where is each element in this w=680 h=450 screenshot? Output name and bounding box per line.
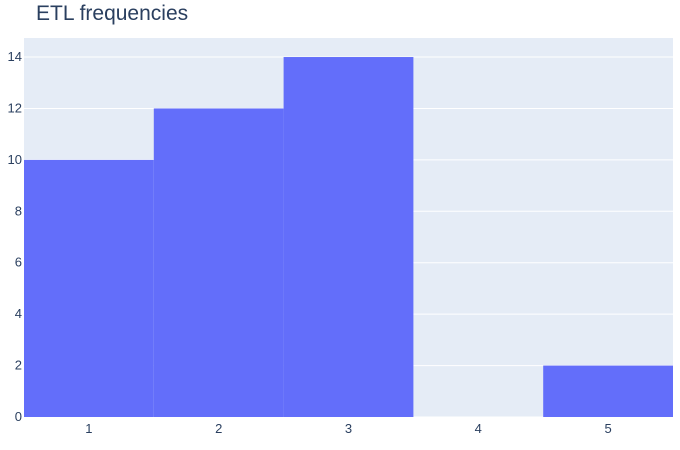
- x-tick-label: 2: [215, 421, 222, 436]
- y-tick-label: 12: [8, 100, 22, 115]
- x-tick-label: 4: [475, 421, 482, 436]
- y-tick-label: 2: [15, 358, 22, 373]
- bar-1: [24, 159, 154, 417]
- chart-title: ETL frequencies: [36, 2, 189, 25]
- bar-3: [283, 57, 414, 418]
- x-tick-label: 5: [604, 421, 611, 436]
- y-tick-label: 0: [15, 409, 22, 424]
- y-axis-ticks: 0 2 4 6 8 10 12 14: [8, 49, 22, 424]
- x-tick-label: 1: [85, 421, 92, 436]
- y-tick-label: 14: [8, 49, 22, 64]
- y-tick-label: 6: [15, 255, 22, 270]
- bar-2: [153, 108, 284, 417]
- x-tick-label: 3: [345, 421, 352, 436]
- y-tick-label: 4: [15, 306, 22, 321]
- y-tick-label: 10: [8, 152, 22, 167]
- x-axis-ticks: 1 2 3 4 5: [85, 421, 611, 436]
- y-tick-label: 8: [15, 203, 22, 218]
- bar-5: [543, 365, 673, 417]
- bars: [24, 57, 673, 418]
